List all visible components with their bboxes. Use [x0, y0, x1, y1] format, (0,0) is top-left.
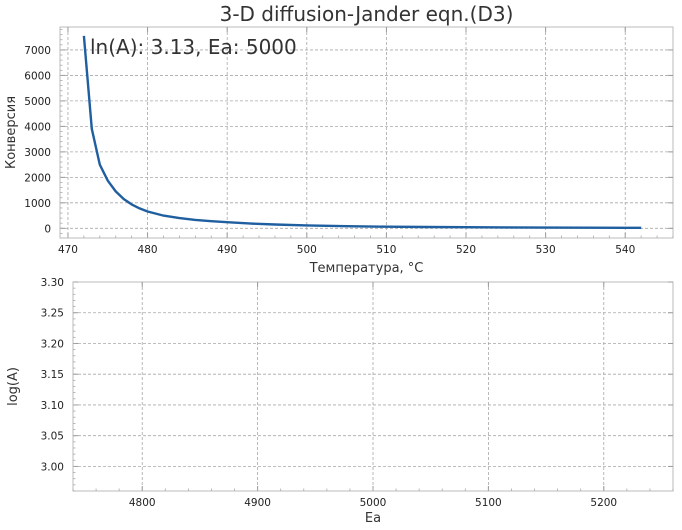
top-chart: 470 480 490 500 510 520 530 540 0 1000 2000 3000 40…: [4, 2, 674, 276]
x-tick-label: 5100: [475, 497, 502, 509]
y-tick-label: 3.10: [41, 400, 64, 412]
top-tick-marks: [60, 27, 674, 238]
x-tick-label: 4900: [244, 497, 271, 509]
x-tick-label: 530: [536, 244, 556, 256]
y-tick-label: 6000: [24, 70, 51, 82]
x-tick-label: 490: [217, 244, 237, 256]
y-tick-label: 3.25: [41, 308, 64, 320]
x-tick-label: 5000: [360, 497, 387, 509]
top-x-tick-labels: 470 480 490 500 510 520 530 540: [58, 244, 635, 256]
y-tick-label: 4000: [24, 121, 51, 133]
top-y-tick-labels: 0 1000 2000 3000 4000 5000 6000 7000: [24, 45, 51, 235]
y-tick-label: 3.05: [41, 431, 64, 443]
bottom-y-tick-labels: 3.00 3.05 3.10 3.15 3.20 3.25 3.30: [41, 277, 64, 473]
bottom-x-axis-label: Ea: [365, 511, 381, 526]
y-tick-label: 2000: [24, 172, 51, 184]
x-tick-label: 500: [297, 244, 317, 256]
fit-annotation: ln(A): 3.13, Ea: 5000: [90, 35, 297, 59]
bottom-tick-marks: [72, 281, 674, 492]
y-tick-label: 3000: [24, 147, 51, 159]
bottom-x-tick-labels: 4800 4900 5000 5100 5200: [129, 497, 617, 509]
x-tick-label: 510: [376, 244, 396, 256]
top-y-axis-label: Конверсия: [4, 96, 19, 169]
x-tick-label: 5200: [590, 497, 617, 509]
y-tick-label: 3.15: [41, 369, 64, 381]
bottom-y-axis-label: log(A): [6, 367, 21, 406]
x-tick-label: 520: [456, 244, 476, 256]
chart-title: 3-D diffusion-Jander eqn.(D3): [220, 2, 514, 26]
top-plot-frame: [59, 26, 674, 239]
bottom-grid: [73, 281, 673, 491]
y-tick-label: 3.30: [41, 277, 64, 289]
y-tick-label: 7000: [24, 45, 51, 57]
x-tick-label: 540: [615, 244, 635, 256]
x-tick-label: 480: [138, 244, 158, 256]
x-tick-label: 470: [58, 244, 78, 256]
x-tick-label: 4800: [129, 497, 156, 509]
top-x-axis-label: Температура, °C: [309, 261, 424, 276]
y-tick-label: 3.00: [41, 461, 64, 473]
y-tick-label: 5000: [24, 96, 51, 108]
y-tick-label: 0: [44, 223, 51, 235]
y-tick-label: 1000: [24, 198, 51, 210]
conversion-series-line: [82, 35, 642, 229]
y-tick-label: 3.20: [41, 338, 64, 350]
bottom-chart: 4800 4900 5000 5100 5200 3.00 3.05 3.10 3.15 3.2…: [6, 277, 674, 526]
top-grid: [60, 27, 673, 238]
